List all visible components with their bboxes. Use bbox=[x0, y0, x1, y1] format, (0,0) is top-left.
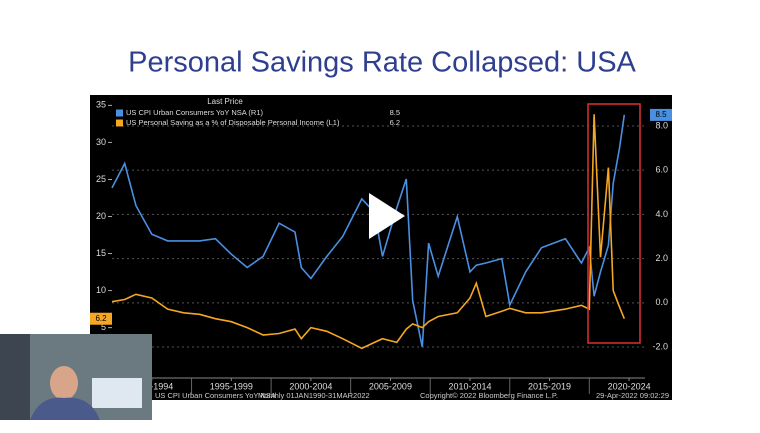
y2-tick-label: 2.0 bbox=[655, 253, 668, 263]
legend-label: US Personal Saving as a % of Disposable … bbox=[126, 118, 340, 127]
webcam-body bbox=[30, 397, 100, 420]
x-tick-label: 1995-1999 bbox=[210, 381, 253, 391]
play-button[interactable] bbox=[369, 193, 405, 239]
footer-text: Copyright© 2022 Bloomberg Finance L.P. bbox=[420, 391, 558, 400]
slide-title: Personal Savings Rate Collapsed: USA bbox=[128, 47, 636, 79]
last-value-tag bbox=[650, 108, 672, 121]
y2-tick-label: -2.0 bbox=[652, 341, 668, 351]
legend-swatch bbox=[116, 119, 123, 127]
series-line bbox=[111, 114, 626, 350]
y-tick-label: 10 bbox=[96, 285, 106, 295]
webcam-wall bbox=[0, 334, 30, 420]
y2-tick-label: 8.0 bbox=[655, 120, 668, 130]
last-value-tag bbox=[90, 312, 112, 325]
y-tick-label: 20 bbox=[96, 211, 106, 221]
x-tick-label: 2005-2009 bbox=[369, 381, 412, 391]
legend-label: US CPI Urban Consumers YoY NSA (R1) bbox=[126, 108, 264, 117]
footer-text: 29-Apr-2022 09:02:29 bbox=[596, 391, 669, 400]
legend-swatch bbox=[116, 109, 123, 117]
legend-value: 8.5 bbox=[390, 108, 400, 117]
last-value-label: 6.2 bbox=[95, 314, 107, 323]
footer-text: Monthly 01JAN1990-31MAR2022 bbox=[258, 391, 370, 400]
webcam bbox=[0, 334, 152, 420]
y2-tick-label: 0.0 bbox=[655, 297, 668, 307]
y2-tick-label: 6.0 bbox=[655, 165, 668, 175]
y-tick-label: 25 bbox=[96, 174, 106, 184]
y2-tick-label: 4.0 bbox=[655, 209, 668, 219]
webcam-face bbox=[50, 366, 78, 400]
y-tick-label: 5 bbox=[101, 322, 106, 332]
y-tick-label: 15 bbox=[96, 248, 106, 258]
x-tick-label: 2010-2014 bbox=[448, 381, 491, 391]
highlight-box bbox=[587, 103, 641, 344]
footer-text: US CPI Urban Consumers YoY NSA bbox=[155, 391, 276, 400]
x-tick-label: 2015-2019 bbox=[528, 381, 571, 391]
y-tick-label: 30 bbox=[96, 137, 106, 147]
legend-value: 6.2 bbox=[390, 118, 400, 127]
y-tick-label: 35 bbox=[96, 100, 106, 110]
x-tick-label: 2020-2024 bbox=[608, 381, 651, 391]
last-value-label: 8.5 bbox=[655, 110, 667, 119]
x-tick-label: 2000-2004 bbox=[289, 381, 332, 391]
series-line bbox=[111, 114, 626, 348]
legend-header: Last Price bbox=[207, 97, 243, 106]
webcam-screen bbox=[92, 378, 142, 408]
